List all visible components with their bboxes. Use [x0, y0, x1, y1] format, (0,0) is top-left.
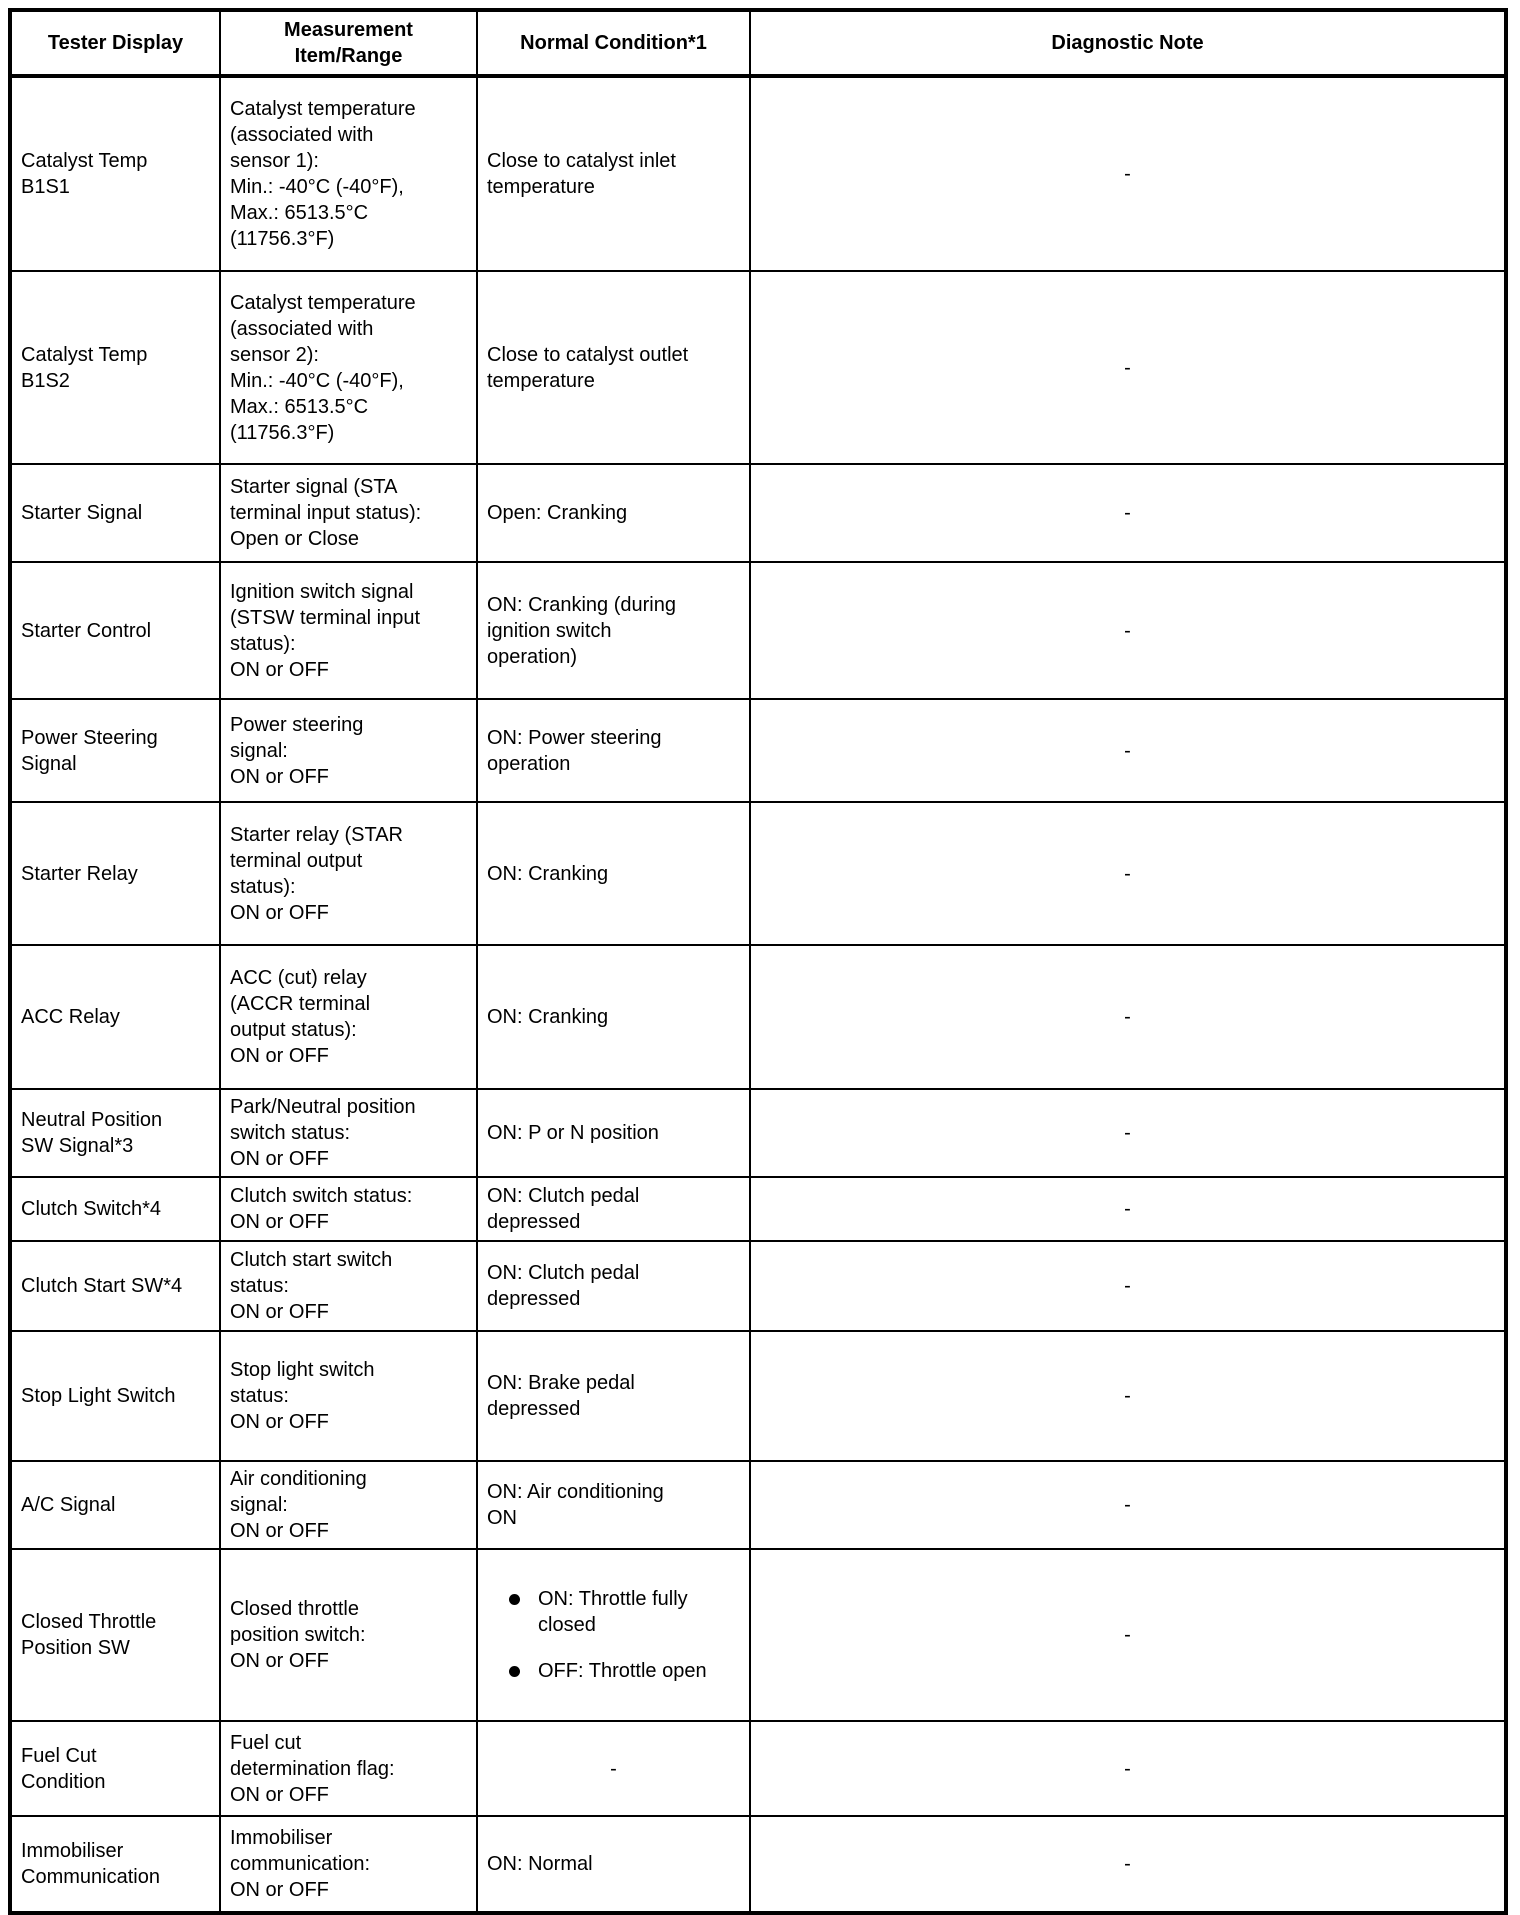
cell-diagnostic-note: -	[749, 75, 1507, 272]
table-row: Closed Throttle Position SW Closed throt…	[9, 1548, 1507, 1722]
cell-measurement: Park/Neutral position switch status: ON …	[219, 1088, 478, 1178]
cell-tester-display: Clutch Start SW*4	[9, 1240, 221, 1332]
cell-measurement: Fuel cut determination flag: ON or OFF	[219, 1720, 478, 1817]
normal-condition-bullet-list: ON: Throttle fully closed OFF: Throttle …	[487, 1580, 740, 1690]
cell-normal-condition: Close to catalyst inlet temperature	[476, 75, 751, 272]
cell-diagnostic-note: -	[749, 1460, 1507, 1550]
cell-measurement: Starter relay (STAR terminal output stat…	[219, 801, 478, 946]
cell-normal-condition: ON: Brake pedal depressed	[476, 1330, 751, 1462]
table-row: Starter Relay Starter relay (STAR termin…	[9, 801, 1507, 946]
cell-tester-display: Fuel Cut Condition	[9, 1720, 221, 1817]
bullet-text: ON: Throttle fully closed	[538, 1588, 688, 1636]
cell-measurement: Clutch start switch status: ON or OFF	[219, 1240, 478, 1332]
cell-normal-condition: ON: Air conditioning ON	[476, 1460, 751, 1550]
table-row: Starter Signal Starter signal (STA termi…	[9, 463, 1507, 563]
cell-diagnostic-note: -	[749, 698, 1507, 803]
cell-normal-condition: ON: Power steering operation	[476, 698, 751, 803]
bullet-icon	[509, 1594, 520, 1605]
cell-tester-display: Starter Control	[9, 561, 221, 700]
table-row: Neutral Position SW Signal*3 Park/Neutra…	[9, 1088, 1507, 1178]
cell-diagnostic-note: -	[749, 1330, 1507, 1462]
cell-tester-display: Catalyst Temp B1S2	[9, 270, 221, 465]
cell-tester-display: Stop Light Switch	[9, 1330, 221, 1462]
header-diagnostic-note: Diagnostic Note	[749, 9, 1507, 78]
table-row: Catalyst Temp B1S1 Catalyst temperature …	[9, 75, 1507, 272]
cell-measurement: Immobiliser communication: ON or OFF	[219, 1815, 478, 1914]
table-row: Fuel Cut Condition Fuel cut determinatio…	[9, 1720, 1507, 1817]
cell-normal-condition: -	[476, 1720, 751, 1817]
table-row: Clutch Start SW*4 Clutch start switch st…	[9, 1240, 1507, 1332]
cell-normal-condition: ON: Cranking (during ignition switch ope…	[476, 561, 751, 700]
cell-normal-condition: ON: Throttle fully closed OFF: Throttle …	[476, 1548, 751, 1722]
cell-tester-display: Neutral Position SW Signal*3	[9, 1088, 221, 1178]
cell-measurement: Catalyst temperature (associated with se…	[219, 270, 478, 465]
cell-measurement: Clutch switch status: ON or OFF	[219, 1176, 478, 1242]
cell-tester-display: Catalyst Temp B1S1	[9, 75, 221, 272]
header-tester-display: Tester Display	[9, 9, 221, 78]
cell-measurement: Ignition switch signal (STSW terminal in…	[219, 561, 478, 700]
cell-tester-display: Starter Signal	[9, 463, 221, 563]
bullet-text: OFF: Throttle open	[538, 1660, 707, 1682]
cell-normal-condition: ON: Cranking	[476, 801, 751, 946]
table-row: Catalyst Temp B1S2 Catalyst temperature …	[9, 270, 1507, 465]
cell-normal-condition: ON: Clutch pedal depressed	[476, 1240, 751, 1332]
cell-measurement: Catalyst temperature (associated with se…	[219, 75, 478, 272]
cell-tester-display: Clutch Switch*4	[9, 1176, 221, 1242]
cell-normal-condition: ON: Clutch pedal depressed	[476, 1176, 751, 1242]
cell-normal-condition: Open: Cranking	[476, 463, 751, 563]
table-row: Clutch Switch*4 Clutch switch status: ON…	[9, 1176, 1507, 1242]
cell-tester-display: Immobiliser Communication	[9, 1815, 221, 1914]
cell-diagnostic-note: -	[749, 1720, 1507, 1817]
cell-measurement: ACC (cut) relay (ACCR terminal output st…	[219, 944, 478, 1090]
bullet-item: ON: Throttle fully closed	[509, 1586, 740, 1638]
cell-tester-display: A/C Signal	[9, 1460, 221, 1550]
cell-measurement: Starter signal (STA terminal input statu…	[219, 463, 478, 563]
header-normal-condition: Normal Condition*1	[476, 9, 751, 78]
cell-diagnostic-note: -	[749, 1548, 1507, 1722]
table-row: Starter Control Ignition switch signal (…	[9, 561, 1507, 700]
table-row: Stop Light Switch Stop light switch stat…	[9, 1330, 1507, 1462]
cell-diagnostic-note: -	[749, 801, 1507, 946]
cell-diagnostic-note: -	[749, 1176, 1507, 1242]
bullet-item: OFF: Throttle open	[509, 1658, 740, 1684]
cell-normal-condition: Close to catalyst outlet temperature	[476, 270, 751, 465]
cell-normal-condition: ON: P or N position	[476, 1088, 751, 1178]
header-row: Tester Display Measurement Item/Range No…	[9, 9, 1507, 78]
cell-normal-condition: ON: Cranking	[476, 944, 751, 1090]
cell-diagnostic-note: -	[749, 1815, 1507, 1914]
cell-diagnostic-note: -	[749, 944, 1507, 1090]
diagnostic-data-table: Tester Display Measurement Item/Range No…	[8, 8, 1508, 1915]
cell-tester-display: Starter Relay	[9, 801, 221, 946]
cell-tester-display: ACC Relay	[9, 944, 221, 1090]
cell-diagnostic-note: -	[749, 1088, 1507, 1178]
cell-diagnostic-note: -	[749, 270, 1507, 465]
table-row: Immobiliser Communication Immobiliser co…	[9, 1815, 1507, 1914]
cell-diagnostic-note: -	[749, 1240, 1507, 1332]
cell-tester-display: Power Steering Signal	[9, 698, 221, 803]
header-measurement-item-range: Measurement Item/Range	[219, 9, 478, 78]
cell-tester-display: Closed Throttle Position SW	[9, 1548, 221, 1722]
cell-measurement: Closed throttle position switch: ON or O…	[219, 1548, 478, 1722]
cell-diagnostic-note: -	[749, 463, 1507, 563]
bullet-icon	[509, 1666, 520, 1677]
table-row: Power Steering Signal Power steering sig…	[9, 698, 1507, 803]
table-row: A/C Signal Air conditioning signal: ON o…	[9, 1460, 1507, 1550]
cell-measurement: Air conditioning signal: ON or OFF	[219, 1460, 478, 1550]
table-row: ACC Relay ACC (cut) relay (ACCR terminal…	[9, 944, 1507, 1090]
cell-measurement: Power steering signal: ON or OFF	[219, 698, 478, 803]
cell-measurement: Stop light switch status: ON or OFF	[219, 1330, 478, 1462]
cell-diagnostic-note: -	[749, 561, 1507, 700]
cell-normal-condition: ON: Normal	[476, 1815, 751, 1914]
